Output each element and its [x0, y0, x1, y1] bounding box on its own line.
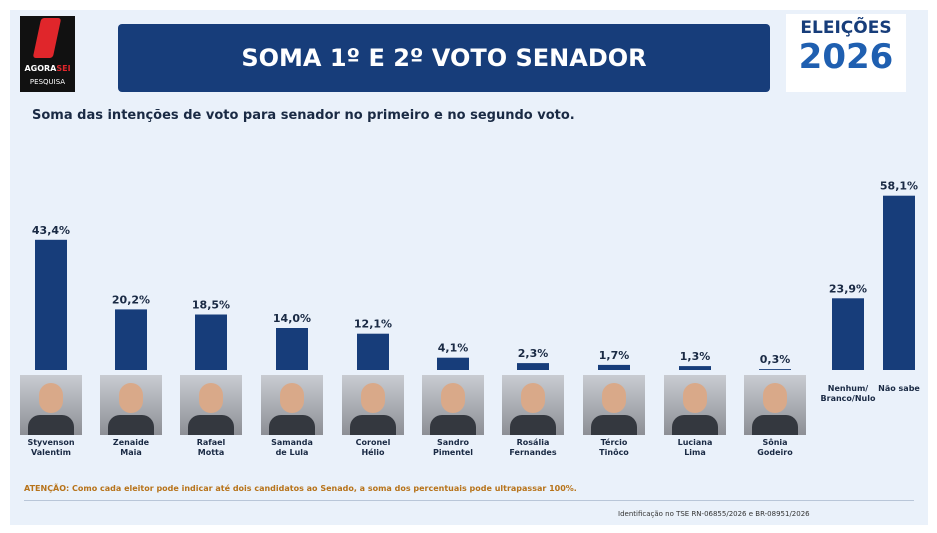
category-label: Rosália Fernandes	[509, 438, 557, 457]
candidate-photo	[422, 375, 484, 435]
photo-figure	[108, 415, 154, 435]
logo-word: SEI	[56, 64, 71, 73]
category-label: Tércio Tinôco	[599, 438, 629, 457]
bar	[195, 314, 227, 370]
value-label: 12,1%	[354, 318, 392, 331]
logo-word: AGORA	[24, 64, 57, 73]
value-label: 23,9%	[829, 282, 867, 295]
value-label: 20,2%	[112, 293, 150, 306]
value-label: 1,3%	[680, 350, 711, 363]
photo-figure	[269, 415, 315, 435]
photo-figure	[39, 383, 63, 413]
value-label: 58,1%	[880, 180, 918, 193]
bar	[759, 369, 791, 370]
logo: AGORASEI PESQUISA	[20, 16, 75, 92]
photo-figure	[199, 383, 223, 413]
bar	[35, 239, 67, 370]
bar	[679, 366, 711, 370]
bar	[883, 195, 915, 370]
value-label: 18,5%	[192, 299, 230, 312]
candidate-photo	[20, 375, 82, 435]
identification: Identificação no TSE RN-06855/2026 e BR-…	[618, 510, 810, 518]
value-label: 43,4%	[32, 224, 70, 237]
category-label: Nenhum/ Branco/Nulo	[820, 384, 876, 403]
photo-figure	[350, 415, 396, 435]
candidate-photo	[261, 375, 323, 435]
card	[10, 10, 928, 525]
subtitle: Soma das intenções de voto para senador …	[32, 108, 575, 123]
bar	[598, 364, 630, 370]
photo-figure	[672, 415, 718, 435]
photo-figure	[752, 415, 798, 435]
badge-top: ELEIÇÕES	[800, 18, 892, 38]
category-label: Luciana Lima	[677, 438, 713, 457]
category-label: Styvenson Valentim	[27, 438, 75, 457]
logo-text: AGORASEI	[20, 64, 75, 73]
value-label: 2,3%	[518, 347, 549, 360]
bar	[276, 328, 308, 370]
photo-figure	[361, 383, 385, 413]
candidate-photo	[502, 375, 564, 435]
logo-sub: PESQUISA	[29, 78, 66, 86]
candidate-photo	[180, 375, 242, 435]
badge-year: 2026	[798, 37, 894, 77]
category-label: Sandro Pimentel	[432, 438, 474, 457]
bar	[115, 309, 147, 370]
photo-figure	[602, 383, 626, 413]
value-label: 14,0%	[273, 312, 311, 325]
candidate-photo	[664, 375, 726, 435]
value-label: 4,1%	[438, 342, 469, 355]
title: SOMA 1º E 2º VOTO SENADOR	[118, 24, 770, 92]
candidate-photo	[342, 375, 404, 435]
category-label: Rafael Motta	[196, 438, 226, 457]
bar	[437, 357, 469, 370]
photo-figure	[119, 383, 143, 413]
photo-figure	[430, 415, 476, 435]
divider	[24, 500, 914, 501]
value-label: 1,7%	[599, 349, 630, 362]
category-label: Samanda de Lula	[271, 438, 313, 457]
badge: ELEIÇÕES 2026	[786, 14, 906, 92]
candidate-photo	[100, 375, 162, 435]
bar	[832, 298, 864, 370]
photo-figure	[521, 383, 545, 413]
bar	[517, 363, 549, 370]
candidate-photo	[583, 375, 645, 435]
category-label: Sônia Godeiro	[757, 438, 793, 457]
category-label: Não sabe	[878, 384, 920, 393]
bar	[357, 333, 389, 370]
value-label: 0,3%	[760, 353, 791, 366]
photo-figure	[683, 383, 707, 413]
photo-figure	[441, 383, 465, 413]
category-label: Zenaide Maia	[112, 438, 150, 457]
photo-figure	[591, 415, 637, 435]
category-label: Coronel Hélio	[355, 438, 391, 457]
candidate-photo	[744, 375, 806, 435]
photo-figure	[280, 383, 304, 413]
photo-figure	[188, 415, 234, 435]
photo-figure	[763, 383, 787, 413]
photo-figure	[510, 415, 556, 435]
photo-figure	[28, 415, 74, 435]
footnote: ATENÇÃO: Como cada eleitor pode indicar …	[24, 484, 577, 493]
